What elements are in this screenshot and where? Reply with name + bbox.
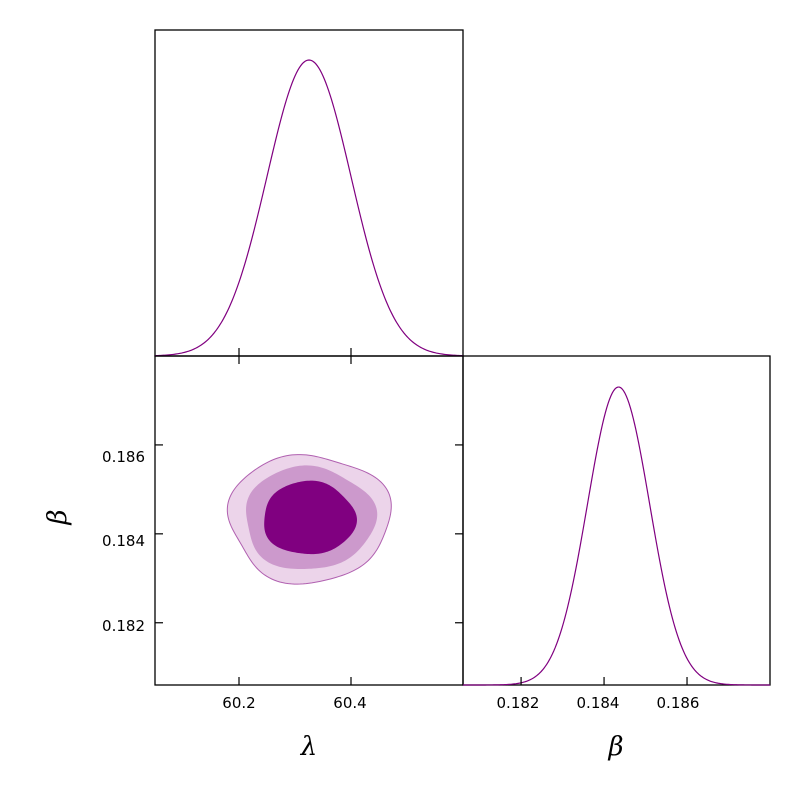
panel-marginal-beta: 0.182 0.184 0.186 β [462, 355, 771, 762]
y-tick-label-beta-1: 0.182 [102, 617, 145, 635]
marginal-lambda-curve [154, 59, 464, 357]
y-tick-label-beta-2: 0.184 [102, 532, 145, 550]
x-tick-label-beta-2: 0.184 [577, 694, 620, 712]
joint-ticks [155, 356, 463, 685]
x-axis-label-beta: β [607, 732, 623, 762]
marginal-beta-ticks [520, 677, 688, 685]
x-axis-label-lambda: λ [300, 732, 317, 762]
y-tick-label-beta-3: 0.186 [102, 448, 145, 466]
x-tick-label-beta-1: 0.182 [497, 694, 540, 712]
marginal-beta-curve [463, 386, 770, 686]
contour-1-sigma [264, 480, 357, 555]
y-axis-label-beta: β [43, 509, 73, 525]
panel-frame [154, 29, 464, 357]
x-tick-label-beta-3: 0.186 [657, 694, 700, 712]
x-tick-label-lambda-2: 60.4 [333, 694, 366, 712]
x-tick-label-lambda-1: 60.2 [222, 694, 255, 712]
panel-marginal-lambda [154, 29, 464, 357]
panel-frame [462, 355, 771, 686]
marginal-lambda-ticks [238, 348, 352, 356]
panel-joint-lambda-beta: 60.2 60.4 0.182 0.184 0.186 λ β [43, 355, 464, 762]
